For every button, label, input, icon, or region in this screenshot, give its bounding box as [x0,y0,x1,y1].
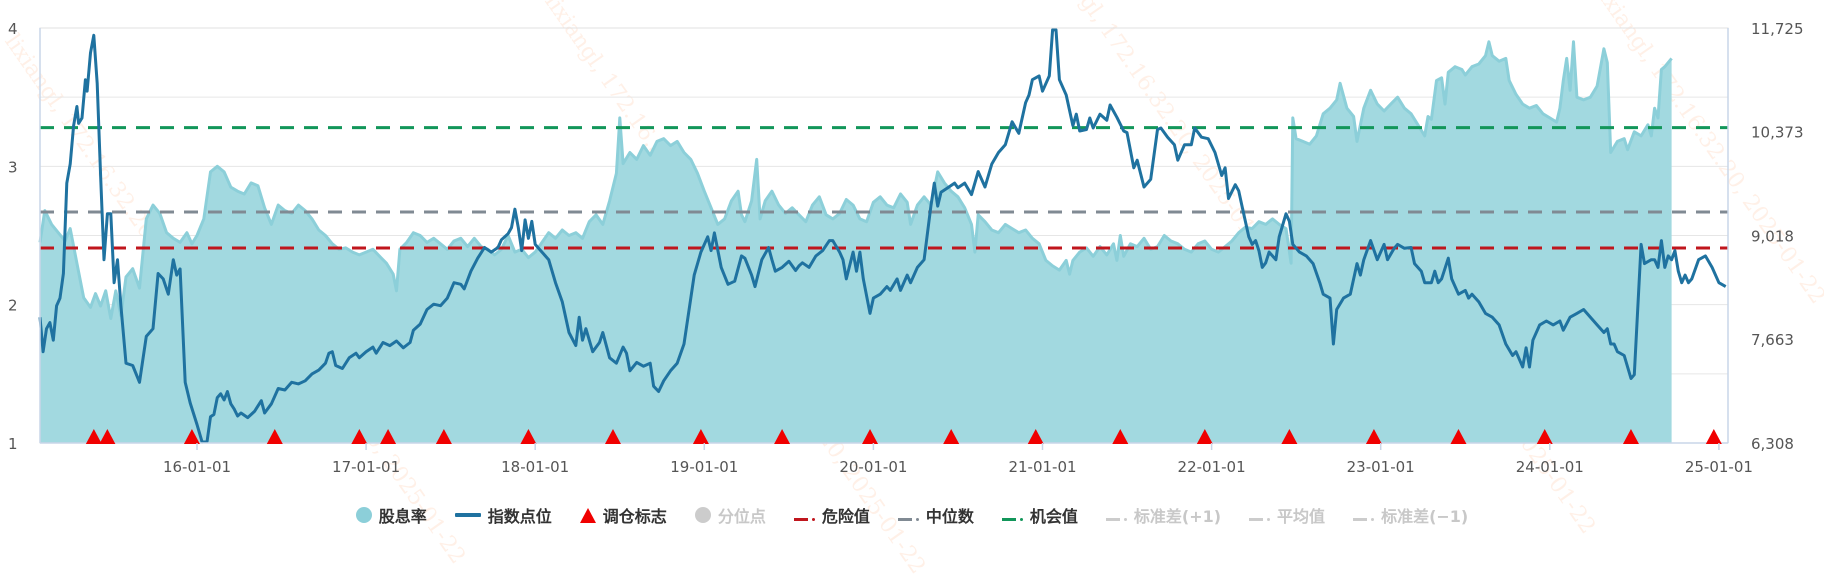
x-tick-label: 21-01-01 [1008,458,1076,476]
rebalance-triangle-icon[interactable] [774,429,791,444]
legend-item[interactable]: 标准差(+1) [1105,503,1222,527]
rebalance-triangle-icon[interactable] [351,429,368,444]
rebalance-triangle-icon[interactable] [604,429,621,444]
chart-legend: 股息率 指数点位 调仓标志 分位点 危险值 中位数 机会值 标准差(+1) 平均值 标准差(−1) [0,502,1824,528]
x-tick-label: 19-01-01 [670,458,738,476]
dashed-line-icon [897,506,919,525]
x-axis: 16-01-01 17-01-01 18-01-01 19-01-01 20-01-01… [163,443,1753,476]
x-tick-label: 24-01-01 [1516,458,1584,476]
legend-item[interactable]: 中位数 [897,503,974,527]
x-tick-label: 23-01-01 [1347,458,1415,476]
rebalance-triangle-icon[interactable] [1705,429,1722,444]
legend-label: 标准差(+1) [1133,507,1222,526]
x-tick-label: 20-01-01 [839,458,907,476]
y-right-tick-label: 6,308 [1751,435,1794,453]
rebalance-triangle-icon[interactable] [1112,429,1129,444]
legend-item[interactable]: 机会值 [1001,503,1078,527]
index-points-line[interactable] [38,28,1727,444]
dividend-yield-line[interactable] [38,40,1673,320]
rebalance-triangle-icon[interactable] [435,429,452,444]
y-left-tick-label: 1 [8,435,18,453]
circle-icon [355,507,372,523]
rebalance-triangle-icon[interactable] [1365,429,1382,444]
rebalance-triangle-icon[interactable] [1196,429,1213,444]
y-axis-right: 6,308 7,663 9,018 10,373 11,725 [1751,20,1804,453]
triangle-icon [579,507,596,523]
rebalance-triangle-icon[interactable] [943,429,960,444]
rebalance-triangle-icon[interactable] [266,429,283,444]
y-left-tick-label: 3 [8,158,18,176]
legend-label: 危险值 [821,507,870,526]
rebalance-triangle-icon[interactable] [1450,429,1467,444]
legend-item[interactable]: 危险值 [793,503,870,527]
x-tick-label: 17-01-01 [332,458,400,476]
rebalance-triangle-icon[interactable] [1622,429,1639,444]
reference-lines [40,126,1728,250]
legend-item[interactable]: 标准差(−1) [1353,503,1468,527]
legend-label: 调仓标志 [602,507,667,526]
legend-label: 标准差(−1) [1381,507,1469,526]
x-tick-label: 22-01-01 [1178,458,1246,476]
rebalance-triangle-icon[interactable] [1536,429,1553,444]
legend-label: 分位点 [717,507,766,526]
rebalance-markers [85,429,1722,444]
y-right-tick-label: 11,725 [1751,20,1804,38]
rebalance-triangle-icon[interactable] [862,429,879,444]
y-left-tick-label: 2 [8,297,18,315]
rebalance-triangle-icon[interactable] [1281,429,1298,444]
dividend-yield-chart[interactable]: 1 2 3 4 6,308 7,663 9,018 10,373 11,725 16-01-0… [0,0,1824,500]
y-axis-left: 1 2 3 4 [8,20,18,453]
dividend-yield-area[interactable] [40,41,1672,444]
y-right-tick-label: 9,018 [1751,227,1794,245]
rebalance-triangle-icon[interactable] [520,429,537,444]
dashed-line-icon [1001,506,1023,525]
y-right-tick-label: 10,373 [1751,124,1804,142]
rebalance-triangle-icon[interactable] [1027,429,1044,444]
rebalance-triangle-icon[interactable] [99,429,116,444]
dashed-line-icon [1249,506,1271,525]
rebalance-triangle-icon[interactable] [85,429,102,444]
legend-item[interactable]: 指数点位 [454,503,552,527]
rebalance-triangle-icon[interactable] [183,429,200,444]
x-tick-label: 16-01-01 [163,458,231,476]
circle-icon [694,507,711,523]
legend-item[interactable]: 分位点 [694,503,766,527]
legend-label: 平均值 [1277,507,1326,526]
rebalance-triangle-icon[interactable] [380,429,397,444]
line-icon [454,513,481,517]
x-tick-label: 25-01-01 [1685,458,1753,476]
legend-label: 股息率 [378,507,427,526]
dashed-line-icon [793,506,815,525]
legend-item[interactable]: 调仓标志 [579,503,667,527]
legend-label: 中位数 [925,507,974,526]
y-left-tick-label: 4 [8,20,18,38]
dashed-line-icon [1353,506,1375,525]
legend-item[interactable]: 平均值 [1249,503,1325,527]
rebalance-triangle-icon[interactable] [692,429,709,444]
legend-label: 机会值 [1029,507,1078,526]
y-right-tick-label: 7,663 [1751,331,1794,349]
dashed-line-icon [1105,506,1127,525]
x-tick-label: 18-01-01 [501,458,569,476]
legend-item[interactable]: 股息率 [355,503,427,527]
legend-label: 指数点位 [487,507,552,526]
